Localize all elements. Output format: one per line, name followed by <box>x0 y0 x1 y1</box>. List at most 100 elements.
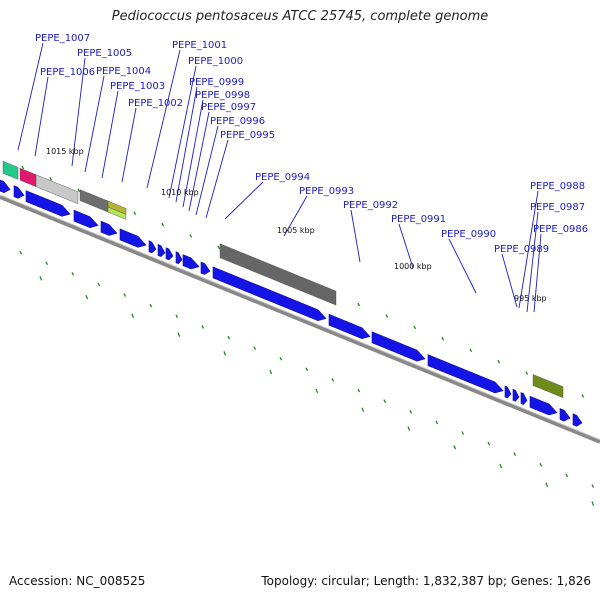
gene-label: PEPE_1006 <box>40 67 95 78</box>
feature-block-large <box>219 243 337 306</box>
leader-line <box>188 111 210 212</box>
leader-line <box>182 99 204 208</box>
scale-tick-upper <box>385 314 389 318</box>
scale-tick-upper <box>161 222 165 227</box>
scale-tick-upper <box>21 165 25 170</box>
leader-line <box>283 195 308 237</box>
scale-tick-upper <box>581 394 585 398</box>
gene-label: PEPE_0986 <box>533 224 588 235</box>
cds-arrow <box>559 408 571 422</box>
scale-tick-lower <box>97 282 101 287</box>
scale-tick-lower <box>305 367 309 372</box>
gene-label: PEPE_0991 <box>391 214 446 225</box>
leader-layer <box>17 42 542 313</box>
cds-arrow <box>504 385 512 399</box>
leader-line <box>34 76 49 157</box>
scale-tick-upper <box>77 188 81 193</box>
leader-line <box>448 238 477 294</box>
gene-label: PEPE_0987 <box>530 202 585 213</box>
scale-tick-upper <box>357 302 361 307</box>
scale-tick-lower <box>331 378 335 382</box>
scale-tick-lower <box>513 452 517 457</box>
scale-tick-upper <box>469 348 473 353</box>
leader-line <box>146 49 181 189</box>
cds-arrow <box>212 266 327 322</box>
gene-label: PEPE_0988 <box>530 181 585 192</box>
feature-block-teal <box>2 160 19 180</box>
scale-tick-bottom <box>223 351 227 356</box>
scale-tick-bottom <box>177 332 181 337</box>
scale-tick-upper <box>413 325 417 330</box>
cds-arrow <box>100 220 118 236</box>
cds-arrow <box>25 190 71 217</box>
gene-label: PEPE_1001 <box>172 40 227 51</box>
scale-label: 995 kbp <box>514 294 547 303</box>
scale-tick-bottom <box>85 294 89 300</box>
scale-tick-upper <box>189 234 193 238</box>
label-layer: 1015 kbp 1010 kbp 1005 kbp 1000 kbp 995 kbp P… <box>35 33 588 303</box>
scale-tick-bottom <box>315 388 319 394</box>
scale-tick-lower <box>539 463 543 467</box>
leader-line <box>175 86 198 203</box>
scale-tick-lower <box>123 293 127 297</box>
feature-block-dark <box>79 189 111 214</box>
gene-label: PEPE_0994 <box>255 172 310 183</box>
gene-label: PEPE_1000 <box>188 56 243 67</box>
feature-block-lime <box>107 206 127 220</box>
leader-line <box>526 211 539 313</box>
scale-tick-upper <box>49 177 53 181</box>
scale-tick-lower <box>409 409 413 414</box>
leader-line <box>195 125 219 216</box>
scale-tick-lower <box>71 272 75 276</box>
cds-arrow <box>529 395 558 416</box>
cds-arrow <box>165 247 174 261</box>
scale-tick-bottom <box>361 407 365 412</box>
scale-label: 1010 kbp <box>161 188 199 197</box>
scale-tick-lower <box>435 420 439 425</box>
scale-tick-bottom <box>591 501 595 506</box>
scale-tick-bottom <box>131 313 135 319</box>
scale-tick-lower <box>45 261 49 266</box>
leader-line <box>17 42 44 151</box>
gene-label: PEPE_1002 <box>128 98 183 109</box>
backbone-line <box>0 195 600 444</box>
gene-label: PEPE_0992 <box>343 200 398 211</box>
leader-line <box>84 75 105 173</box>
feature-layer <box>0 160 583 427</box>
scale-tick-lower <box>19 250 23 255</box>
cds-arrow <box>13 185 25 199</box>
gene-label: PEPE_1007 <box>35 33 90 44</box>
gene-label: PEPE_1005 <box>77 48 132 59</box>
genome-summary-text: Topology: circular; Length: 1,832,387 bp… <box>261 574 591 588</box>
backbone-highlight <box>0 194 600 441</box>
accession-text: Accession: NC_008525 <box>9 574 146 588</box>
gene-label: PEPE_0999 <box>189 77 244 88</box>
cds-arrow <box>328 313 371 340</box>
leader-line <box>501 253 518 308</box>
leader-line <box>71 57 86 167</box>
scale-tick-bottom <box>545 482 549 487</box>
gene-label: PEPE_0989 <box>494 244 549 255</box>
cds-arrow <box>148 240 157 254</box>
cds-arrow <box>175 251 183 265</box>
scale-tick-bottom <box>39 276 43 281</box>
cds-arrow <box>119 228 147 248</box>
scale-tick-bottom <box>499 463 503 469</box>
scale-tick-upper <box>217 245 221 250</box>
scale-tick-upper <box>497 359 501 364</box>
leader-line <box>205 139 229 219</box>
scale-tick-bottom <box>407 426 411 431</box>
scale-label: 1015 kbp <box>46 147 84 156</box>
cds-arrow <box>200 261 211 275</box>
scale-tick-lower <box>487 441 491 446</box>
cds-arrow <box>182 254 200 270</box>
leader-line <box>101 90 119 179</box>
leader-line <box>121 107 137 183</box>
leader-line <box>533 233 542 313</box>
scale-label: 1000 kbp <box>394 262 432 271</box>
scale-tick-lower <box>383 399 387 403</box>
gene-label: PEPE_0995 <box>220 130 275 141</box>
gene-label: PEPE_1004 <box>96 66 151 77</box>
scale-tick-lower <box>253 346 257 350</box>
